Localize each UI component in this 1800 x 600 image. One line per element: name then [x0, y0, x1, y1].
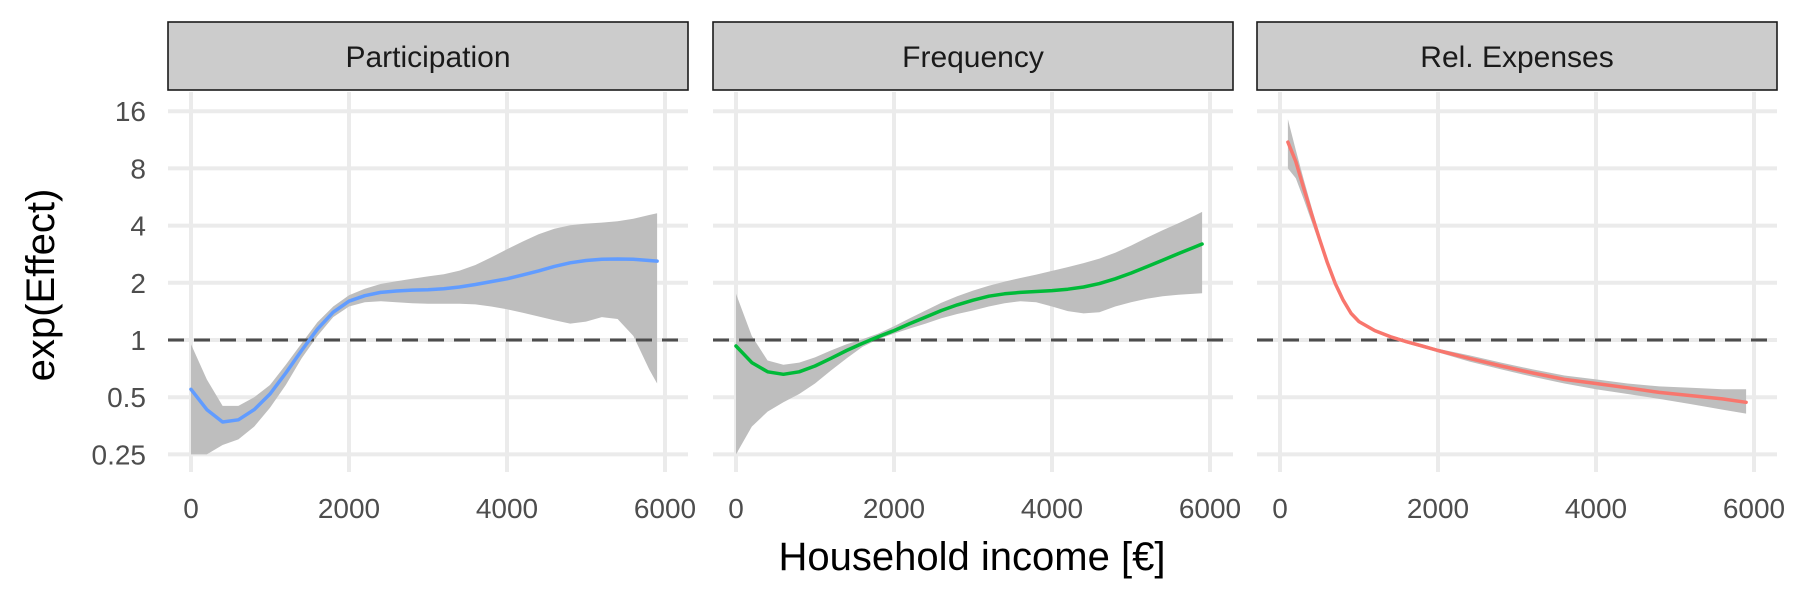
y-tick-label: 4 — [130, 211, 146, 242]
y-tick-label: 0.25 — [92, 439, 147, 470]
effect-curve — [189, 257, 659, 424]
facet-strip — [1256, 21, 1778, 91]
facet-panel: Participation 0 2000 4000 6000 — [167, 21, 696, 524]
facet-title: Rel. Expenses — [1420, 41, 1613, 74]
confidence-band — [736, 211, 1203, 455]
y-axis: 0.25 0.5 1 2 4 8 16 — [92, 96, 147, 470]
confidence-band — [191, 213, 658, 455]
x-tick-label: 4000 — [476, 493, 538, 524]
x-tick-label: 2000 — [318, 493, 380, 524]
y-axis-title: exp(Effect) — [19, 189, 63, 382]
x-tick-label: 6000 — [1179, 493, 1241, 524]
x-tick-label: 6000 — [634, 493, 696, 524]
x-tick-label: 2000 — [863, 493, 925, 524]
y-tick-label: 8 — [130, 153, 146, 184]
x-tick-label: 6000 — [1723, 493, 1785, 524]
facet-panel: Rel. Expenses 0 2000 4000 6000 — [1256, 21, 1785, 524]
x-tick-label: 0 — [183, 493, 199, 524]
x-tick-label: 0 — [1272, 493, 1288, 524]
x-tick-label: 4000 — [1021, 493, 1083, 524]
effect-curve — [1286, 140, 1748, 405]
x-tick-label: 0 — [728, 493, 744, 524]
facet-strip — [167, 21, 689, 91]
y-tick-label: 2 — [130, 268, 146, 299]
y-tick-label: 16 — [115, 96, 146, 127]
y-tick-label: 1 — [130, 325, 146, 356]
x-axis-title: Household income [€] — [779, 535, 1166, 579]
facet-title: Frequency — [902, 41, 1044, 74]
panels: Participation 0 2000 4000 6000 Frequency 0 2000… — [167, 21, 1785, 524]
facet-panel: Frequency 0 2000 4000 6000 — [712, 21, 1241, 524]
effect-curve — [734, 242, 1204, 377]
facet-title: Participation — [345, 41, 510, 74]
x-tick-label: 2000 — [1407, 493, 1469, 524]
facet-strip — [712, 21, 1234, 91]
x-tick-label: 4000 — [1565, 493, 1627, 524]
y-tick-label: 0.5 — [107, 382, 146, 413]
